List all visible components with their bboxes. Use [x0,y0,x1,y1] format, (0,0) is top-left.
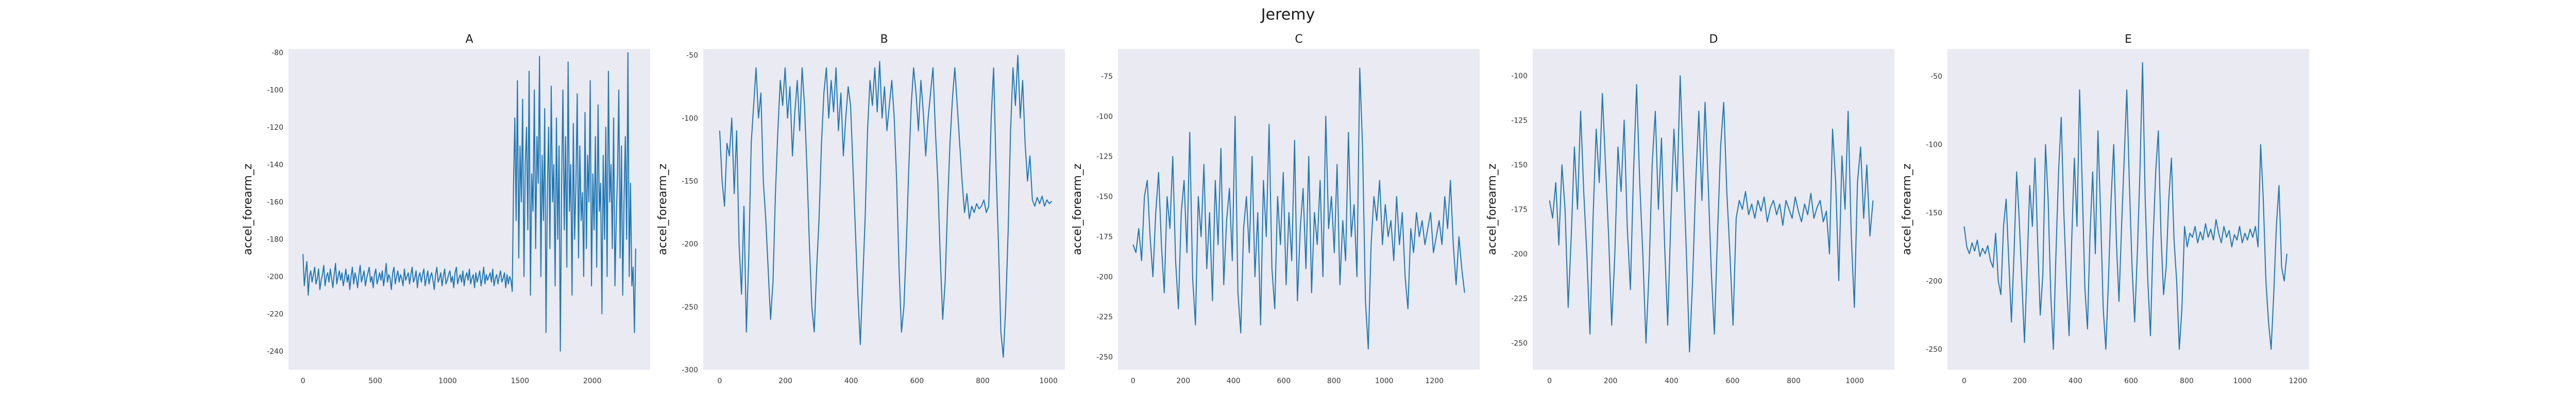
x-tick-label: 800 [2180,377,2194,385]
y-tick-label: -50 [686,52,698,60]
series-line [302,52,636,352]
x-tick-label: 600 [2124,377,2138,385]
x-tick-label: 1000 [1845,377,1864,385]
x-tick-label: 400 [844,377,858,385]
x-tick-label: 600 [1726,377,1740,385]
y-tick-label: -250 [1926,346,1942,354]
y-tick-label: -200 [1511,250,1528,259]
series-line [1549,75,1874,353]
y-tick-label: -175 [1511,206,1528,214]
y-tick-label: -240 [267,348,283,356]
y-axis-label: accel_forearm_z [1071,164,1084,255]
y-axis-label: accel_forearm_z [656,164,669,255]
y-tick-label: -125 [1511,116,1528,125]
y-tick-label: -150 [1511,161,1528,169]
plot-area [1947,49,2309,370]
x-tick-label: 800 [1327,377,1341,385]
y-tick-label: -120 [267,124,283,132]
y-tick-label: -300 [682,366,698,374]
y-tick-label: -150 [1926,209,1942,217]
y-tick-label: -80 [272,49,283,57]
y-tick-label: -250 [1511,339,1528,348]
y-tick-label: -100 [1926,141,1942,149]
x-tick-label: 800 [1787,377,1801,385]
y-tick-label: -250 [682,303,698,312]
x-tick-label: 0 [1131,377,1136,385]
x-tick-label: 400 [1665,377,1679,385]
x-tick-label: 600 [1277,377,1291,385]
y-tick-label: -200 [682,241,698,249]
x-tick-label: 0 [1547,377,1552,385]
x-tick-label: 1000 [438,377,457,385]
x-tick-label: 1200 [2289,377,2308,385]
y-tick-label: -150 [1096,193,1113,201]
x-tick-label: 1000 [1039,377,1058,385]
y-tick-label: -100 [1096,113,1113,121]
y-tick-label: -250 [1096,353,1113,362]
y-tick-label: -140 [267,161,283,169]
x-tick-label: 1000 [2233,377,2252,385]
y-tick-label: -225 [1096,313,1113,321]
x-tick-label: 0 [1962,377,1967,385]
y-tick-label: -220 [267,310,283,318]
y-tick-label: -160 [267,198,283,207]
x-tick-label: 1000 [1375,377,1394,385]
x-tick-label: 0 [301,377,306,385]
x-tick-label: 500 [368,377,382,385]
panel-title: A [465,33,473,46]
panel-title: B [880,33,888,46]
series-line [1132,67,1465,350]
y-tick-label: -225 [1511,295,1528,303]
plot-area [1118,49,1480,370]
plot-area [703,49,1065,370]
series-line [1963,62,2287,350]
x-tick-label: 400 [2069,377,2082,385]
y-tick-label: -100 [682,114,698,123]
figure-title: Jeremy [1260,6,1315,24]
panel-title: D [1709,33,1718,46]
y-tick-label: -180 [267,235,283,244]
panel-title: E [2125,33,2132,46]
y-axis-label: accel_forearm_z [1901,164,1913,255]
series-line [719,55,1053,358]
y-tick-label: -100 [267,87,283,95]
x-tick-label: 0 [717,377,722,385]
x-tick-label: 200 [2013,377,2027,385]
y-tick-label: -175 [1096,233,1113,241]
y-tick-label: -100 [1511,72,1528,80]
y-tick-label: -75 [1101,73,1113,81]
x-tick-label: 400 [1227,377,1241,385]
y-axis-label: accel_forearm_z [1486,164,1499,255]
x-tick-label: 800 [976,377,990,385]
y-tick-label: -200 [1096,273,1113,281]
x-tick-label: 200 [778,377,792,385]
y-tick-label: -50 [1930,73,1942,81]
x-tick-label: 1200 [1425,377,1444,385]
y-tick-label: -150 [682,178,698,186]
x-tick-label: 2000 [583,377,602,385]
x-tick-label: 1500 [511,377,529,385]
y-tick-label: -125 [1096,153,1113,161]
x-tick-label: 600 [910,377,924,385]
y-axis-label: accel_forearm_z [242,164,255,255]
y-tick-label: -200 [267,273,283,281]
x-tick-label: 200 [1604,377,1618,385]
panel-title: C [1295,33,1302,46]
y-tick-label: -200 [1926,278,1942,286]
x-tick-label: 200 [1176,377,1190,385]
